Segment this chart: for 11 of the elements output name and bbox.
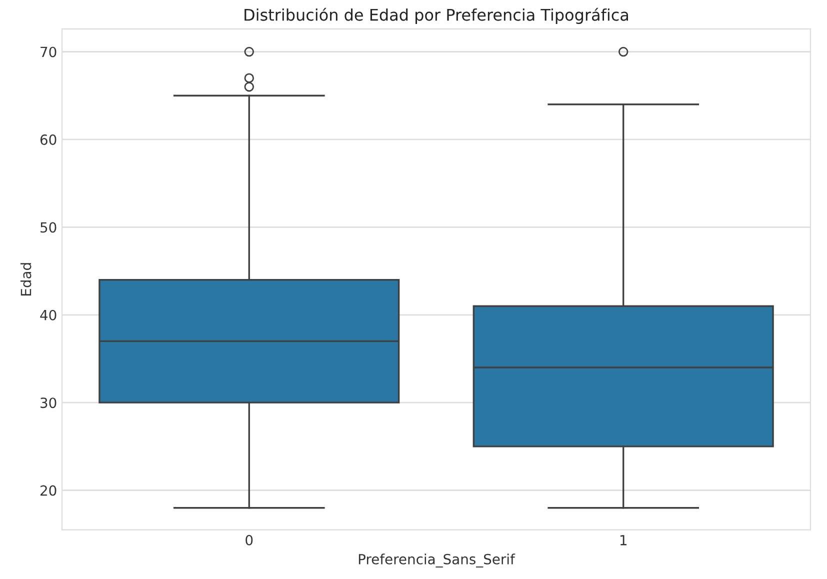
y-axis-title: Edad bbox=[20, 263, 32, 296]
y-tick-label: 30 bbox=[40, 398, 56, 408]
y-tick-label: 70 bbox=[40, 46, 56, 58]
x-tick-label: 1 bbox=[620, 535, 626, 546]
y-tick-label: 50 bbox=[40, 222, 56, 233]
x-tick-label: 0 bbox=[246, 534, 253, 546]
y-tick-label: 60 bbox=[40, 134, 56, 145]
chart-title: Distribución de Edad por Preferencia Tipográfica bbox=[244, 8, 628, 24]
x-axis-title: Preferencia_Sans_Serif bbox=[358, 554, 516, 568]
y-tick-label: 20 bbox=[40, 485, 56, 496]
y-tick-label: 40 bbox=[40, 310, 56, 320]
